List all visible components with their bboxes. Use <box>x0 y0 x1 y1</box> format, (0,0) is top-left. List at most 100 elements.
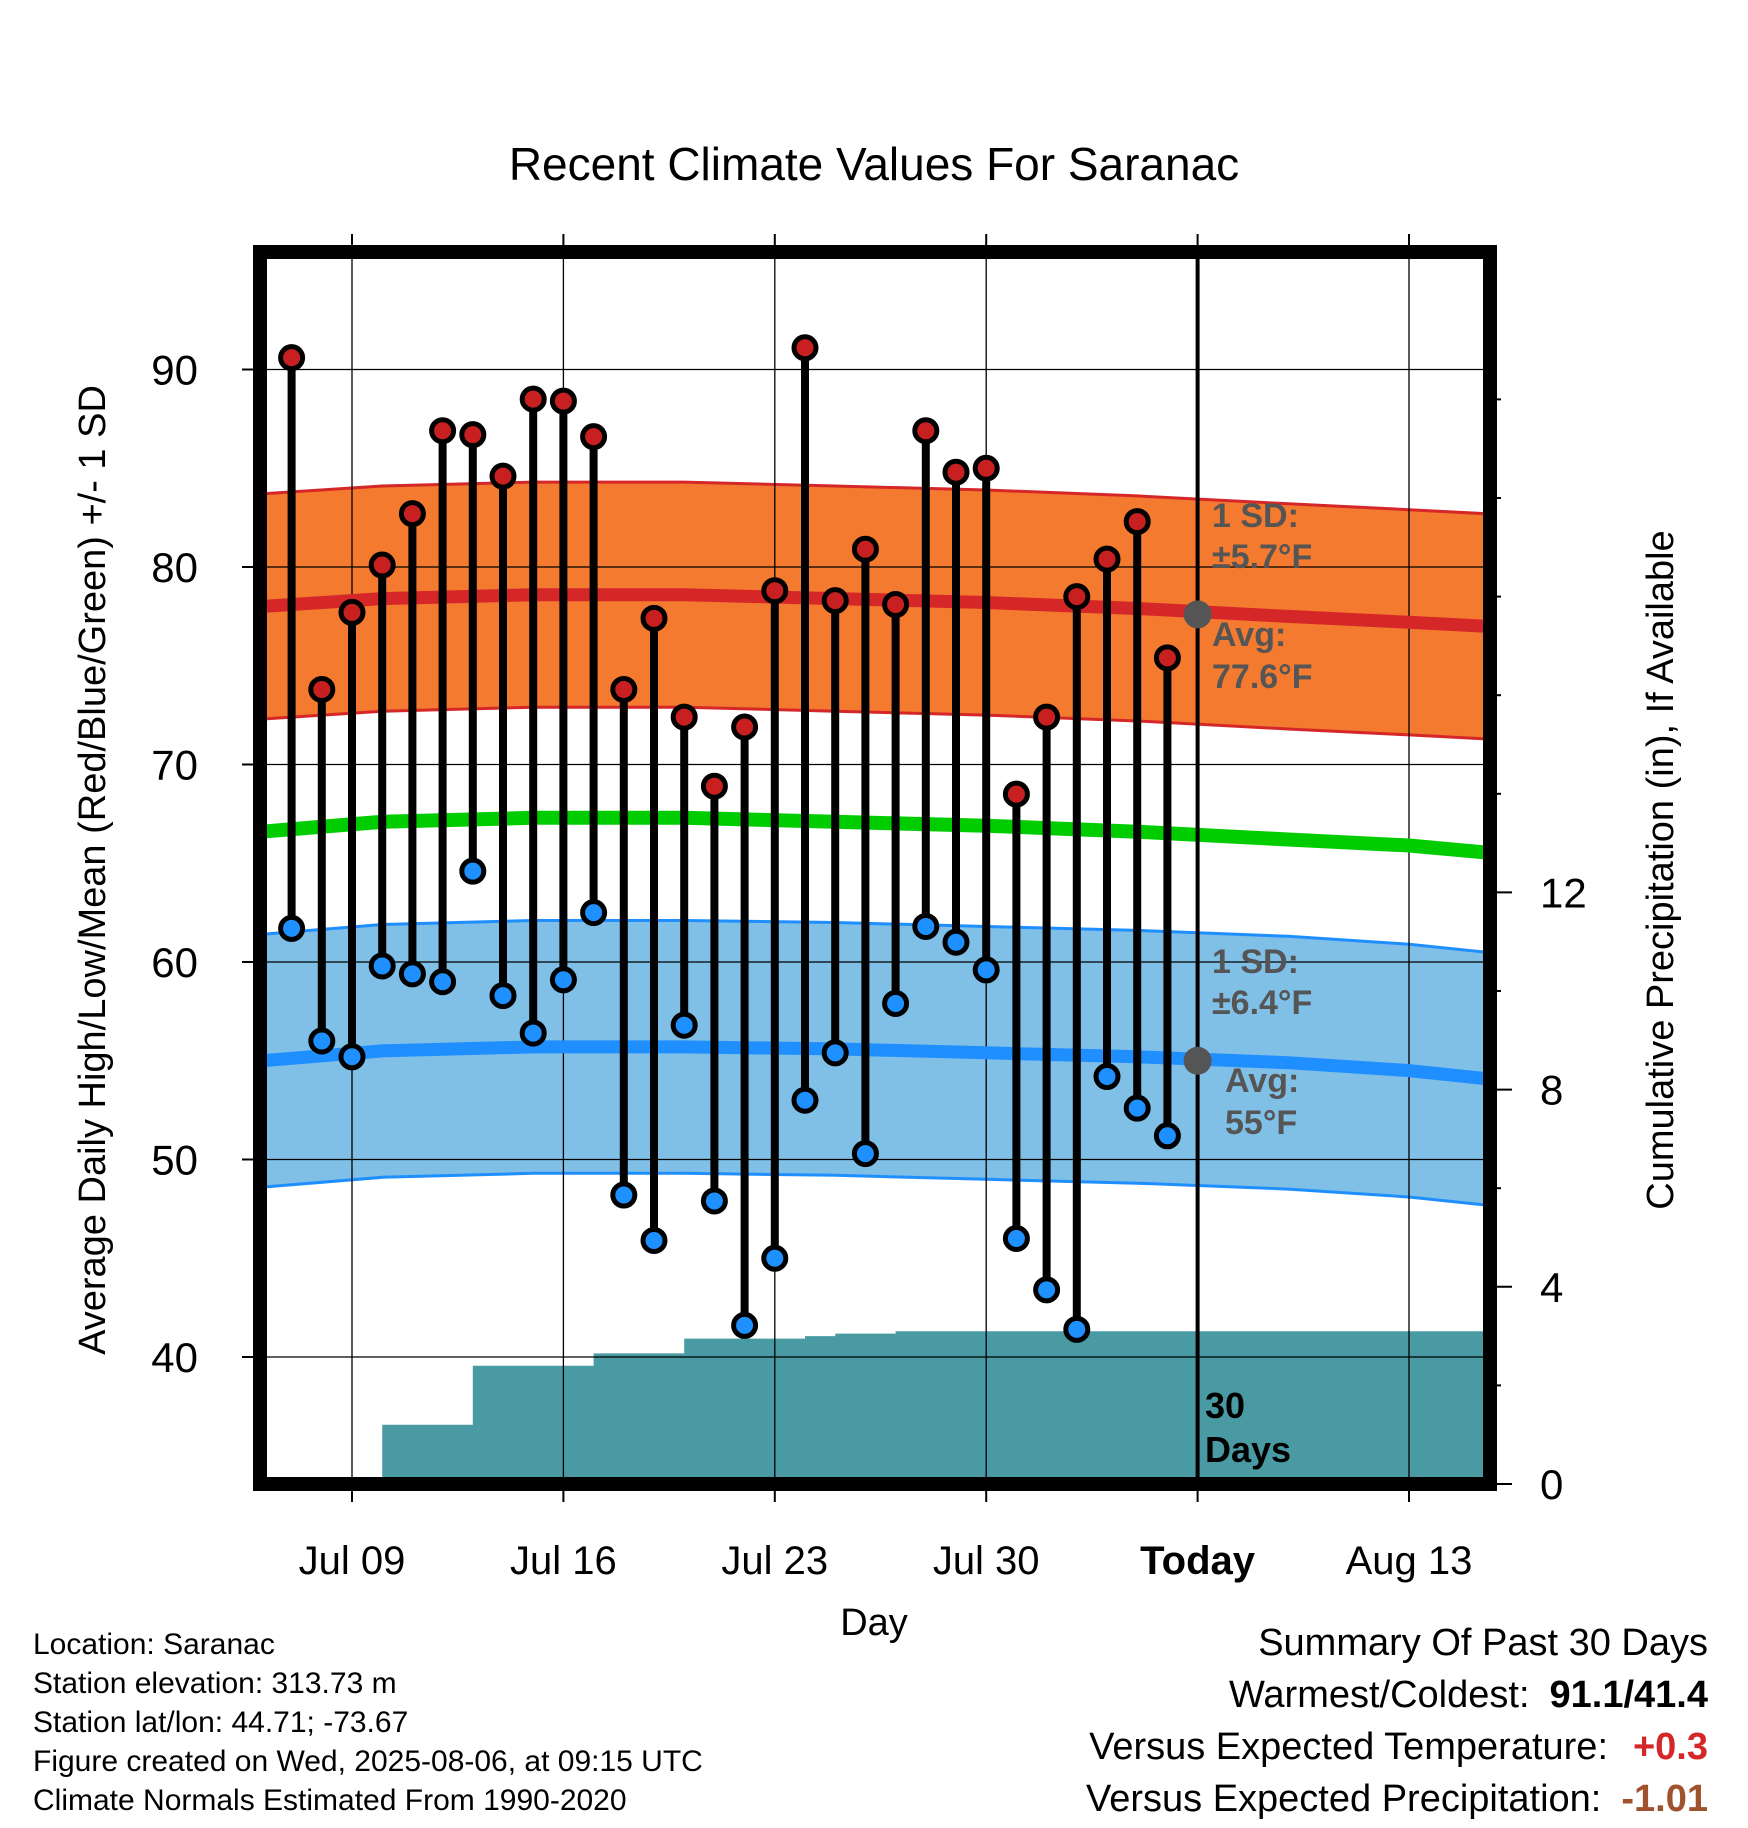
daily-high-marker <box>398 500 426 528</box>
daily-high-marker <box>1123 508 1151 536</box>
daily-low-marker <box>549 966 577 994</box>
high-avg-value: 77.6°F <box>1212 658 1313 696</box>
daily-high-marker <box>791 334 819 362</box>
daily-low-marker <box>398 960 426 988</box>
daily-high-marker <box>1033 703 1061 731</box>
daily-high-marker <box>1063 583 1091 611</box>
daily-high-marker <box>731 713 759 741</box>
y2-axis-label: Cumulative Precipitation (in), If Availa… <box>1640 530 1682 1209</box>
info-latlon: Station lat/lon: 44.71; -73.67 <box>33 1706 409 1739</box>
daily-high-marker <box>942 458 970 486</box>
daily-low-marker <box>700 1187 728 1215</box>
daily-low-marker <box>429 968 457 996</box>
y-tick-label: 70 <box>151 742 198 789</box>
daily-low-marker <box>368 952 396 980</box>
daily-low-marker <box>308 1027 336 1055</box>
daily-low-marker <box>580 899 608 927</box>
vs-precip-value: -1.01 <box>1621 1778 1708 1820</box>
daily-low-marker <box>670 1011 698 1039</box>
daily-low-marker <box>1093 1063 1121 1091</box>
low-avg-label: Avg: <box>1225 1062 1299 1100</box>
y-tick-label: 40 <box>151 1334 198 1381</box>
y2-axis-ticks <box>1490 398 1512 1485</box>
daily-low-marker <box>972 956 1000 984</box>
daily-high-marker <box>489 462 517 490</box>
daily-low-marker <box>761 1244 789 1272</box>
daily-high-marker <box>459 421 487 449</box>
daily-high-marker <box>670 703 698 731</box>
daily-high-marker <box>821 587 849 615</box>
daily-low-marker <box>459 857 487 885</box>
daily-low-marker <box>791 1086 819 1114</box>
daily-low-marker <box>519 1019 547 1047</box>
daily-low-marker <box>1002 1225 1030 1252</box>
low-sd-lower-line <box>261 1171 1490 1207</box>
daily-high-marker <box>851 535 879 563</box>
daily-low-marker <box>640 1226 668 1254</box>
daily-low-marker <box>1123 1094 1151 1122</box>
daily-high-marker <box>519 385 547 413</box>
info-elevation: Station elevation: 313.73 m <box>33 1667 397 1700</box>
daily-high-marker <box>640 604 668 632</box>
daily-low-marker <box>851 1140 879 1168</box>
low-sd-upper-line <box>261 919 1490 955</box>
daily-high-marker <box>278 344 306 372</box>
summary-title: Summary Of Past 30 Days <box>1258 1622 1708 1664</box>
precip-area <box>261 1331 1490 1484</box>
summary-warm-cold: Warmest/Coldest: 91.1/41.4 <box>1229 1674 1708 1717</box>
low-sd-label: 1 SD: <box>1212 943 1299 981</box>
y2-tick-label: 8 <box>1540 1067 1563 1114</box>
y2-tick-label: 4 <box>1540 1264 1563 1311</box>
daily-high-marker <box>972 454 1000 482</box>
x-tick-label: Jul 09 <box>299 1539 406 1583</box>
summary-vs-precip: Versus Expected Precipitation: -1.01 <box>1086 1778 1708 1821</box>
daily-low-marker <box>489 982 517 1010</box>
vs-temp-label: Versus Expected Temperature: <box>1089 1726 1608 1768</box>
y-tick-label: 60 <box>151 939 198 986</box>
mean-avg-line <box>260 810 1490 860</box>
info-normals: Climate Normals Estimated From 1990-2020 <box>33 1784 627 1817</box>
y-tick-label: 90 <box>151 347 198 394</box>
daily-high-marker <box>700 772 728 800</box>
daily-high-marker <box>368 551 396 579</box>
low-sd-value: ±6.4°F <box>1212 984 1312 1022</box>
summary-vs-temp: Versus Expected Temperature: +0.3 <box>1089 1726 1708 1769</box>
low-avg-line <box>260 1040 1490 1086</box>
chart-title: Recent Climate Values For Saranac <box>509 138 1239 190</box>
info-location: Location: Saranac <box>33 1628 275 1661</box>
warm-cold-label: Warmest/Coldest: <box>1228 1674 1530 1716</box>
daily-low-marker <box>821 1039 849 1067</box>
high-avg-line <box>260 588 1490 634</box>
daily-high-marker <box>580 423 608 451</box>
daily-low-marker <box>278 914 306 942</box>
y2-tick-label: 0 <box>1540 1461 1563 1508</box>
y-axis-ticks <box>242 368 260 1358</box>
vs-temp-value: +0.3 <box>1632 1726 1708 1768</box>
y-tick-label: 80 <box>151 544 198 591</box>
x-axis-ticks <box>351 234 1410 1502</box>
daily-low-marker <box>1153 1122 1181 1150</box>
y-axis-label: Average Daily High/Low/Mean (Red/Blue/Gr… <box>72 385 114 1355</box>
daily-high-marker <box>308 675 336 703</box>
y-tick-label: 50 <box>151 1137 198 1184</box>
y2-tick-label: 12 <box>1540 869 1587 916</box>
daily-high-marker <box>912 417 940 445</box>
x-axis-label: Day <box>840 1602 908 1644</box>
high-avg-today-marker <box>1183 600 1212 629</box>
low-avg-value: 55°F <box>1225 1104 1297 1142</box>
high-avg-label: Avg: <box>1212 616 1286 654</box>
x-tick-label: Jul 30 <box>933 1539 1040 1583</box>
daily-high-marker <box>1002 780 1030 808</box>
daily-low-marker <box>338 1043 366 1071</box>
days-unit-label: Days <box>1205 1429 1291 1470</box>
warm-cold-value: 91.1/41.4 <box>1549 1674 1708 1716</box>
high-sd-band <box>261 482 1490 740</box>
daily-high-marker <box>761 577 789 605</box>
daily-high-marker <box>1093 545 1121 573</box>
x-tick-label: Today <box>1140 1539 1256 1583</box>
x-tick-label: Jul 23 <box>721 1539 828 1583</box>
